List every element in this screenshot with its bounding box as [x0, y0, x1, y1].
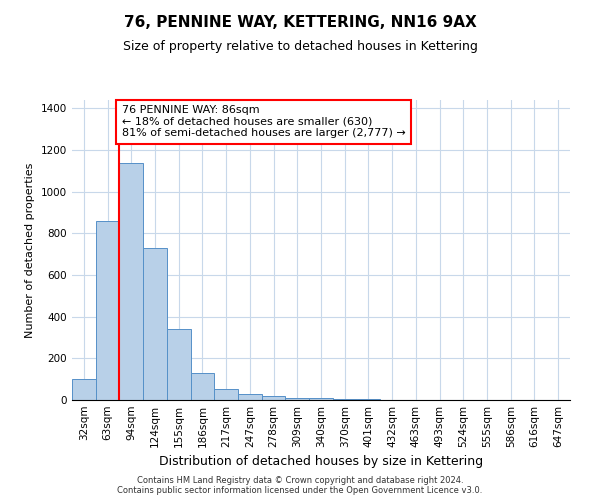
Bar	[72, 379, 96, 400]
Bar	[167, 329, 191, 400]
Bar	[309, 398, 333, 400]
Bar	[238, 394, 262, 400]
X-axis label: Distribution of detached houses by size in Kettering: Distribution of detached houses by size …	[159, 456, 483, 468]
Bar	[262, 396, 286, 400]
Bar	[143, 248, 167, 400]
Bar	[191, 373, 214, 400]
Text: 76, PENNINE WAY, KETTERING, NN16 9AX: 76, PENNINE WAY, KETTERING, NN16 9AX	[124, 15, 476, 30]
Y-axis label: Number of detached properties: Number of detached properties	[25, 162, 35, 338]
Text: Size of property relative to detached houses in Kettering: Size of property relative to detached ho…	[122, 40, 478, 53]
Bar	[214, 388, 238, 400]
Bar	[119, 162, 143, 400]
Text: Contains HM Land Registry data © Crown copyright and database right 2024.
Contai: Contains HM Land Registry data © Crown c…	[118, 476, 482, 495]
Bar	[96, 221, 119, 400]
Bar	[286, 398, 309, 400]
Text: 76 PENNINE WAY: 86sqm
← 18% of detached houses are smaller (630)
81% of semi-det: 76 PENNINE WAY: 86sqm ← 18% of detached …	[122, 105, 406, 138]
Bar	[333, 399, 356, 400]
